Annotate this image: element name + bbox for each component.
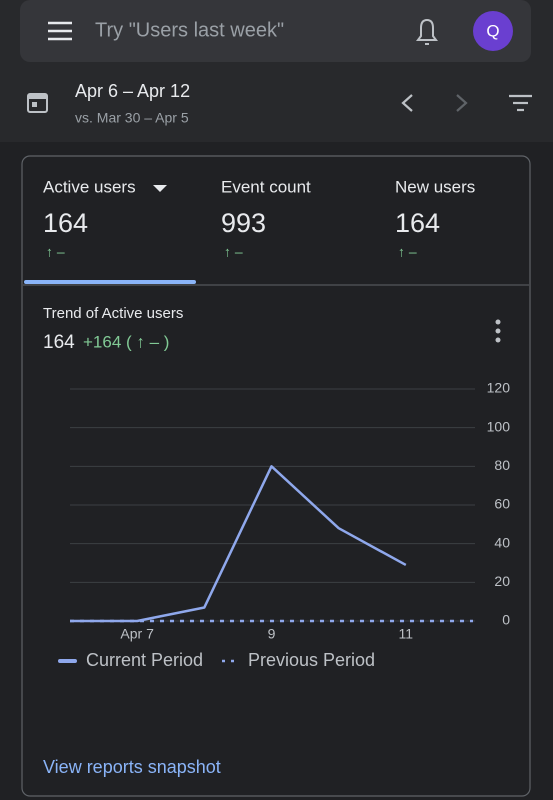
metric-value[interactable]: 164 <box>43 208 88 238</box>
view-reports-link[interactable]: View reports snapshot <box>43 757 221 777</box>
menu-icon[interactable] <box>48 21 72 41</box>
series-line <box>70 465 407 623</box>
date-comparison: vs. Mar 30 – Apr 5 <box>75 110 189 126</box>
more-menu[interactable] <box>495 319 501 343</box>
card <box>21 155 531 797</box>
metric-label[interactable]: Active users <box>43 177 136 196</box>
prev-button[interactable] <box>401 94 413 112</box>
calendar-icon[interactable] <box>27 93 48 113</box>
bell-icon[interactable] <box>416 18 438 45</box>
x-tick-label: 11 <box>399 626 414 642</box>
x-tick-label: 9 <box>268 626 276 642</box>
metric-value[interactable]: 164 <box>395 208 440 238</box>
metric-value[interactable]: 993 <box>221 208 266 238</box>
y-tick-label: 20 <box>494 573 510 589</box>
y-tick-label: 40 <box>494 534 510 550</box>
y-tick-label: 0 <box>502 612 510 628</box>
y-tick-label: 60 <box>494 496 510 512</box>
y-tick-label: 120 <box>487 380 511 396</box>
filter-icon[interactable] <box>509 94 532 112</box>
avatar-letter[interactable]: Q <box>486 21 499 40</box>
avatar[interactable] <box>473 11 513 51</box>
metric-label[interactable]: New users <box>395 177 475 196</box>
metric-label[interactable]: Event count <box>221 177 311 196</box>
legend-label: Current Period <box>86 650 203 670</box>
legend-label: Previous Period <box>248 650 375 670</box>
summary-value: 164 <box>43 332 75 353</box>
y-tick-label: 80 <box>494 457 510 473</box>
date-range[interactable]: Apr 6 – Apr 12 <box>75 81 190 101</box>
search-bar[interactable] <box>20 0 531 62</box>
summary-change: +164 ( ↑ – ) <box>83 332 169 351</box>
x-tick-label: Apr 7 <box>120 626 154 642</box>
y-tick-label: 100 <box>487 418 511 434</box>
metric-change[interactable]: ↑ – <box>224 244 243 260</box>
selected-tab-indicator <box>24 280 196 284</box>
chart-title: Trend of Active users <box>43 305 183 322</box>
search-placeholder[interactable]: Try "Users last week" <box>95 19 284 41</box>
dropdown-arrow[interactable] <box>153 185 167 192</box>
metric-change[interactable]: ↑ – <box>398 244 417 260</box>
next-button[interactable] <box>456 94 468 112</box>
metric-change[interactable]: ↑ – <box>46 244 65 260</box>
